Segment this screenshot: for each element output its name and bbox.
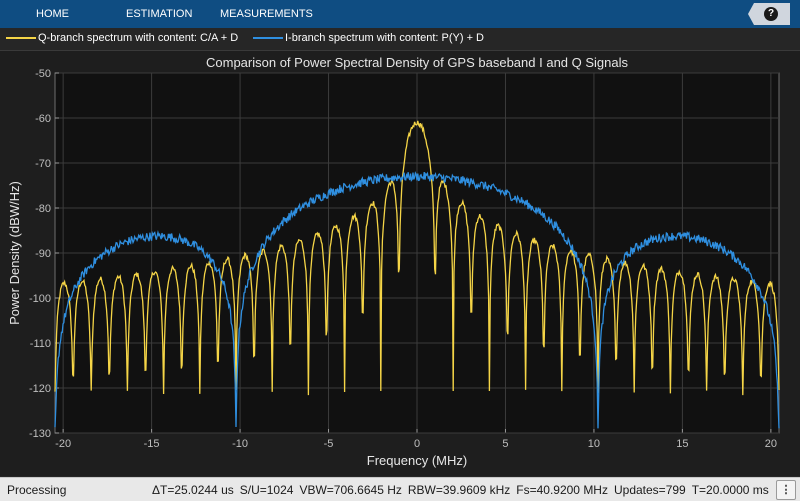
x-tick-label: 20: [765, 438, 777, 450]
figure-area: -20 -15 -10 -5 0 5 10 15 20 -50 -60 -70 -80 -90 -100 -1…: [0, 51, 800, 476]
legend-line-q-branch: [6, 37, 36, 39]
y-tick-label: -90: [35, 248, 51, 260]
status-field: VBW=706.6645 Hz: [299, 483, 402, 497]
tab-home[interactable]: HOME: [36, 8, 69, 20]
tab-estimation[interactable]: ESTIMATION: [126, 8, 193, 20]
y-tick-label: -120: [29, 383, 51, 395]
y-tick-label: -100: [29, 293, 51, 305]
help-button[interactable]: ?: [748, 3, 790, 25]
x-tick-label: -15: [144, 438, 160, 450]
help-icon: ?: [764, 7, 778, 21]
chart-title: Comparison of Power Spectral Density of …: [206, 55, 628, 70]
y-tick-label: -80: [35, 203, 51, 215]
x-tick-label: 0: [414, 438, 420, 450]
legend-line-i-branch: [253, 37, 283, 39]
legend-item-i-branch[interactable]: I-branch spectrum with content: P(Y) + D: [253, 32, 484, 44]
y-tick-label: -60: [35, 113, 51, 125]
y-tick-label: -130: [29, 428, 51, 440]
spectrum-chart: -20 -15 -10 -5 0 5 10 15 20-50-60-70-80-90-100-1…: [7, 55, 780, 468]
status-bar: Processing ΔT=25.0244 us S/U=1024 VBW=706.…: [0, 477, 800, 501]
status-fields: ΔT=25.0244 us S/U=1024 VBW=706.6645 Hz RBW=…: [152, 483, 775, 497]
y-axis-label: Power Density (dBW/Hz): [7, 181, 22, 325]
legend-label-i-branch: I-branch spectrum with content: P(Y) + D: [285, 32, 484, 44]
status-field: ΔT=25.0244 us: [152, 483, 234, 497]
more-options-icon[interactable]: ⋮: [776, 480, 796, 500]
x-tick-label: 15: [676, 438, 688, 450]
legend-item-q-branch[interactable]: Q-branch spectrum with content: C/A + D: [6, 32, 238, 44]
status-field: T=20.0000 ms: [691, 483, 769, 497]
x-tick-label: -20: [55, 438, 71, 450]
series-line-q-branch: [54, 120, 780, 396]
y-tick-label: -50: [35, 68, 51, 80]
x-axis-label: Frequency (MHz): [367, 453, 467, 468]
status-field: Updates=799: [613, 483, 686, 497]
status-field: RBW=39.9609 kHz: [407, 483, 511, 497]
x-tick-label: -5: [324, 438, 334, 450]
series-line-i-branch: [54, 171, 780, 429]
y-tick-label: -70: [35, 158, 51, 170]
tab-measurements[interactable]: MEASUREMENTS: [220, 8, 313, 20]
x-tick-label: 10: [588, 438, 600, 450]
legend-bar: Q-branch spectrum with content: C/A + D …: [0, 28, 800, 51]
legend-label-q-branch: Q-branch spectrum with content: C/A + D: [38, 32, 239, 44]
status-field: S/U=1024: [239, 483, 294, 497]
y-tick-label: -110: [30, 338, 51, 350]
x-tick-label: 5: [502, 438, 508, 450]
x-tick-label: -10: [232, 438, 248, 450]
toolstrip: HOME ESTIMATION MEASUREMENTS ?: [0, 0, 800, 28]
status-field: Fs=40.9200 MHz: [516, 483, 608, 497]
status-text: Processing: [7, 483, 67, 497]
